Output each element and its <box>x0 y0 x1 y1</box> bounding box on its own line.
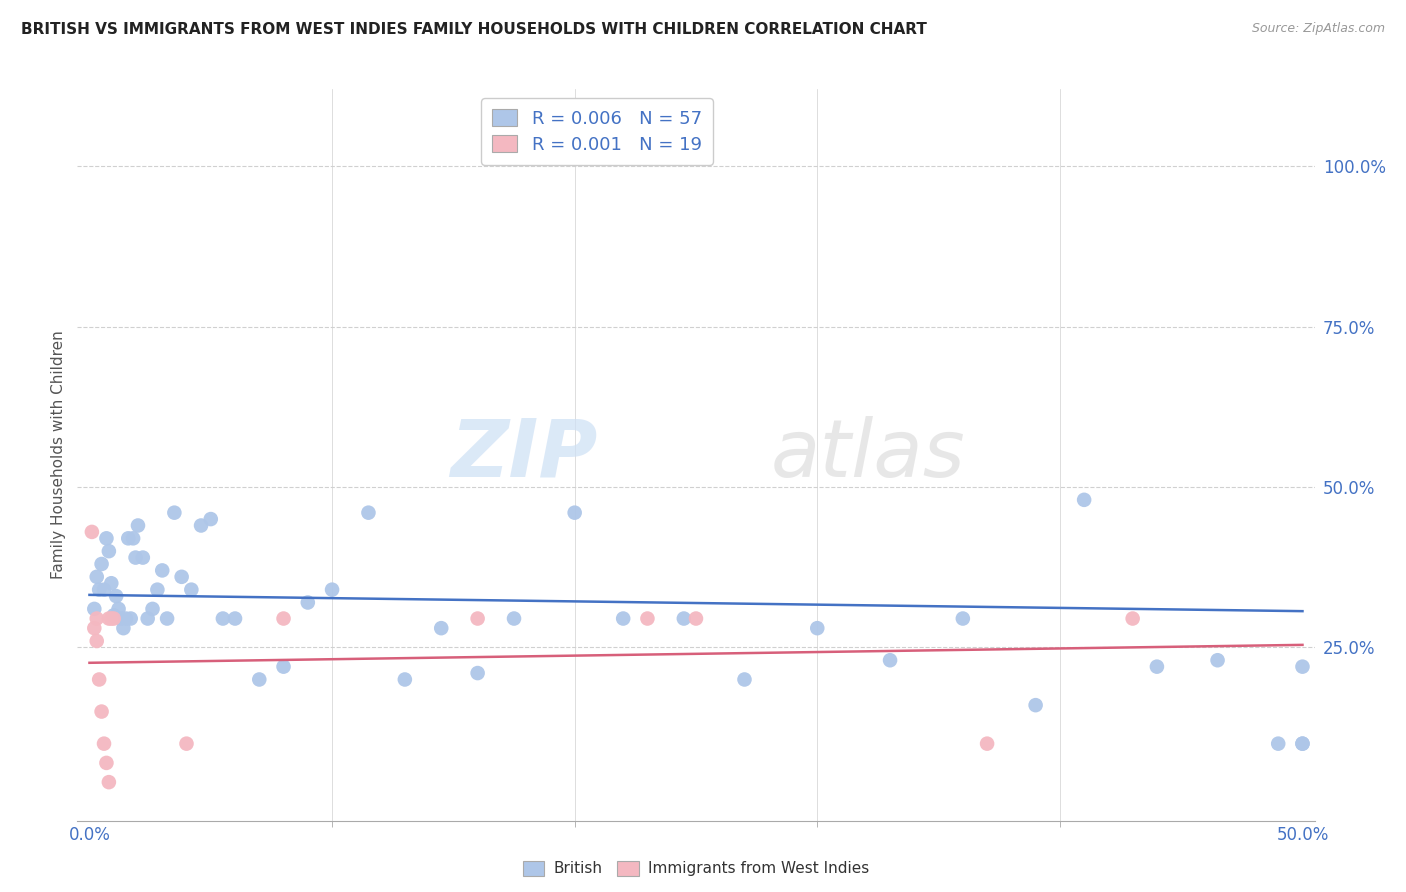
Point <box>180 582 202 597</box>
Point <box>430 621 453 635</box>
Point <box>117 532 139 546</box>
Point <box>503 611 526 625</box>
Point <box>100 576 122 591</box>
Point <box>103 608 125 623</box>
Point <box>112 621 135 635</box>
Point <box>93 737 115 751</box>
Point <box>467 666 489 681</box>
Point <box>103 611 125 625</box>
Point <box>146 582 169 597</box>
Point <box>163 506 186 520</box>
Point <box>90 557 112 571</box>
Point <box>806 621 828 635</box>
Point <box>1025 698 1047 713</box>
Point <box>86 570 108 584</box>
Point <box>89 673 111 687</box>
Text: ZIP: ZIP <box>450 416 598 494</box>
Point <box>394 673 416 687</box>
Point <box>976 737 998 751</box>
Point <box>170 570 193 584</box>
Point <box>110 611 132 625</box>
Point <box>132 550 155 565</box>
Point <box>1146 659 1168 673</box>
Text: atlas: atlas <box>770 416 965 494</box>
Point <box>83 602 105 616</box>
Point <box>612 611 634 625</box>
Point <box>156 611 179 625</box>
Point <box>952 611 974 625</box>
Point <box>100 611 122 625</box>
Point <box>224 611 246 625</box>
Point <box>97 775 120 789</box>
Point <box>80 524 103 539</box>
Point <box>127 518 149 533</box>
Point <box>89 582 111 597</box>
Legend: British, Immigrants from West Indies: British, Immigrants from West Indies <box>516 855 876 882</box>
Point <box>107 602 129 616</box>
Point <box>1291 659 1313 673</box>
Point <box>685 611 707 625</box>
Point <box>105 589 128 603</box>
Point <box>86 634 108 648</box>
Point <box>1073 492 1095 507</box>
Point <box>636 611 658 625</box>
Point <box>97 544 120 558</box>
Point <box>150 563 173 577</box>
Point <box>97 611 120 625</box>
Point <box>86 611 108 625</box>
Point <box>120 611 142 625</box>
Y-axis label: Family Households with Children: Family Households with Children <box>51 331 66 579</box>
Point <box>1206 653 1229 667</box>
Point <box>357 506 380 520</box>
Point <box>273 659 295 673</box>
Point <box>93 582 115 597</box>
Point <box>1122 611 1144 625</box>
Point <box>141 602 163 616</box>
Point <box>115 611 138 625</box>
Point <box>96 756 118 770</box>
Point <box>1291 737 1313 751</box>
Point <box>83 621 105 635</box>
Point <box>247 673 270 687</box>
Point <box>273 611 295 625</box>
Point <box>321 582 343 597</box>
Point <box>1291 737 1313 751</box>
Point <box>122 532 145 546</box>
Point <box>672 611 695 625</box>
Point <box>564 506 586 520</box>
Point <box>212 611 235 625</box>
Point <box>734 673 756 687</box>
Text: Source: ZipAtlas.com: Source: ZipAtlas.com <box>1251 22 1385 36</box>
Point <box>190 518 212 533</box>
Point <box>200 512 222 526</box>
Text: BRITISH VS IMMIGRANTS FROM WEST INDIES FAMILY HOUSEHOLDS WITH CHILDREN CORRELATI: BRITISH VS IMMIGRANTS FROM WEST INDIES F… <box>21 22 927 37</box>
Point <box>96 532 118 546</box>
Point <box>90 705 112 719</box>
Point <box>124 550 146 565</box>
Point <box>1267 737 1289 751</box>
Point <box>176 737 198 751</box>
Point <box>879 653 901 667</box>
Point <box>467 611 489 625</box>
Point <box>136 611 159 625</box>
Point <box>297 595 319 609</box>
